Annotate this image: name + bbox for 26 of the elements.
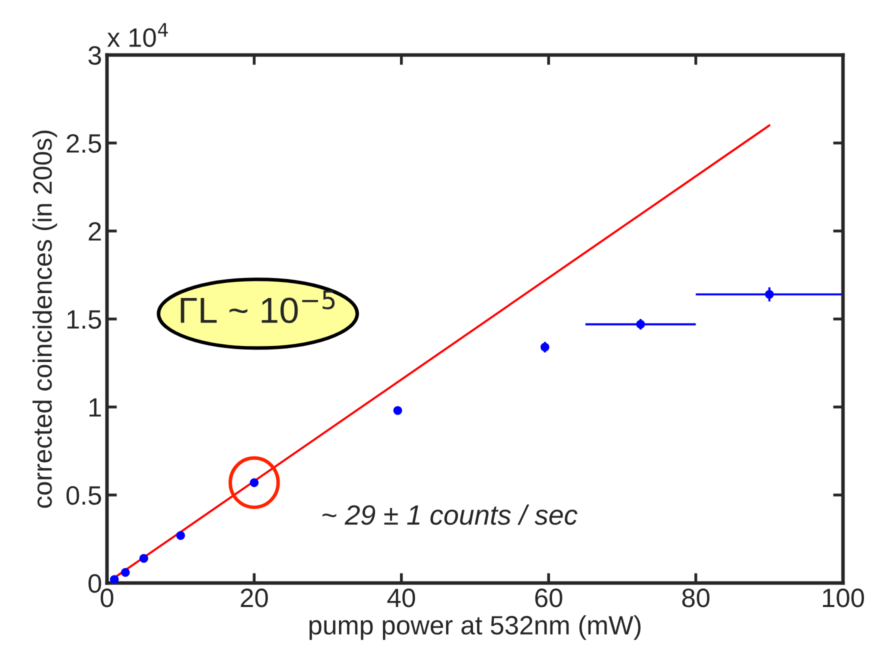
point: [121, 568, 130, 577]
point: [636, 320, 645, 329]
y-tick-label: 1.5: [67, 310, 102, 329]
annotation: ΓL ~ 10$^{−5}$: [180, 290, 335, 324]
text: x 10$^{4}$: [107, 23, 168, 47]
annotation: ~ 29 ± 1 counts / sec: [322, 504, 578, 525]
y-tick-label: 2.5: [66, 134, 102, 153]
x-tick-label: 40: [387, 588, 416, 608]
x-axis-title: pump power at 532nm (mW): [310, 615, 641, 640]
point: [110, 575, 119, 583]
y-tick-label: 0: [88, 574, 102, 593]
y-axis-title: corrected coincidences (in 200s): [32, 130, 58, 508]
point: [765, 290, 774, 299]
x-tick-label: 100: [823, 588, 864, 608]
point: [393, 406, 402, 415]
y-tick-label: 3: [88, 46, 101, 65]
x-tick-label: 20: [240, 588, 268, 608]
point: [540, 342, 550, 352]
y-tick-label: 1: [89, 398, 101, 417]
y-tick-label: 0.5: [66, 486, 102, 505]
point: [176, 531, 185, 540]
x-tick-label: 0: [100, 588, 114, 608]
x-tick-label: 60: [535, 588, 562, 608]
point: [139, 554, 148, 563]
x-tick-label: 80: [682, 588, 710, 608]
y-tick-label: 2: [88, 222, 101, 241]
